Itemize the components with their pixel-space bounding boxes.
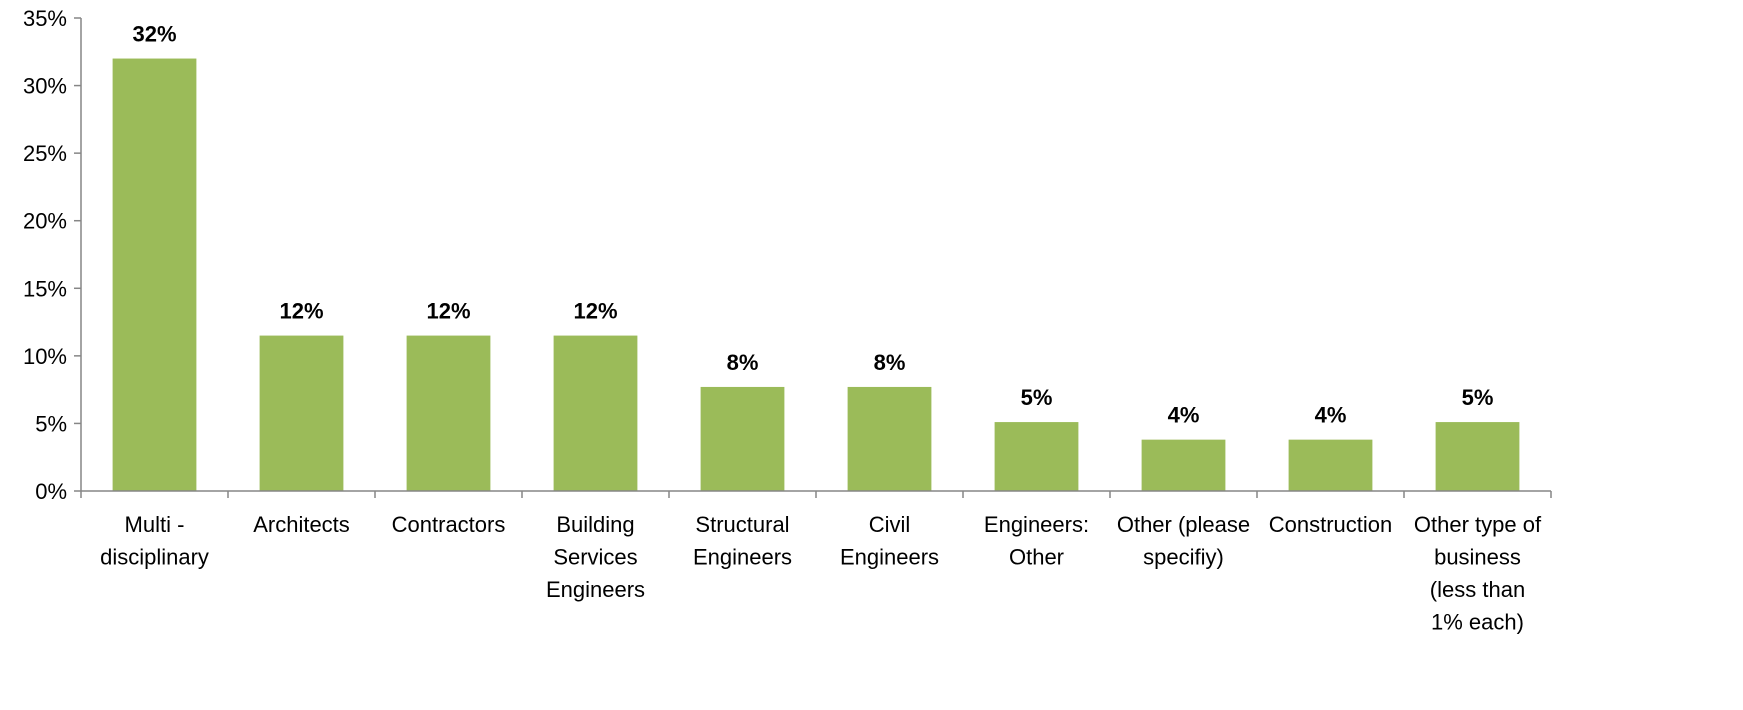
x-tick-label-line: Engineers:	[984, 512, 1089, 537]
bar	[112, 58, 197, 492]
x-axis: Multi - disciplinary Architects Contractors…	[80, 490, 1552, 635]
y-tick-label: 35%	[23, 6, 67, 31]
x-tick-label: Civil Engineers	[840, 512, 939, 570]
x-tick-label: Architects	[253, 512, 350, 537]
bar	[1288, 439, 1373, 491]
bar	[1435, 422, 1520, 491]
x-tick-label: Engineers: Other	[984, 512, 1089, 570]
x-tick-label-line: Engineers	[840, 545, 939, 570]
x-tick-label-line: 1% each)	[1431, 610, 1524, 635]
y-tick-label: 30%	[23, 74, 67, 99]
x-tick-label-line: Other (please	[1117, 512, 1250, 537]
x-tick-label-line: business	[1434, 545, 1521, 570]
y-tick-label: 15%	[23, 276, 67, 301]
x-tick-label: Structural Engineers	[693, 512, 792, 570]
x-tick-label: Building Services Engineers	[546, 512, 645, 602]
x-tick-label-line: Services	[553, 545, 637, 570]
y-axis: 0% 5% 10% 15% 20% 25% 30% 35%	[23, 6, 82, 504]
x-tick-label-line: disciplinary	[100, 545, 209, 570]
data-label: 5%	[1021, 385, 1053, 410]
data-label: 4%	[1315, 403, 1347, 428]
bar	[259, 335, 344, 491]
data-label: 8%	[727, 350, 759, 375]
data-label: 12%	[573, 299, 617, 324]
x-tick-label: Construction	[1269, 512, 1393, 537]
x-tick-label-line: Contractors	[392, 512, 506, 537]
bar	[847, 386, 932, 491]
data-label: 8%	[874, 350, 906, 375]
x-tick-label: Other (please specifiy)	[1117, 512, 1250, 570]
y-tick-label: 25%	[23, 141, 67, 166]
data-label: 4%	[1168, 403, 1200, 428]
bar	[994, 422, 1079, 491]
x-tick-label-line: Civil	[869, 512, 911, 537]
bar	[1141, 439, 1226, 491]
y-tick-label: 5%	[35, 411, 67, 436]
x-tick-label-line: (less than	[1430, 577, 1525, 602]
x-tick-label-line: Other type of	[1414, 512, 1542, 537]
data-label: 5%	[1462, 385, 1494, 410]
x-tick-label-line: Construction	[1269, 512, 1393, 537]
y-tick-label: 20%	[23, 209, 67, 234]
bars: 32% 12% 12% 12% 8% 8% 5% 4% 4% 5%	[112, 22, 1520, 492]
x-tick-label-line: Building	[556, 512, 634, 537]
bar	[553, 335, 638, 491]
x-tick-label-line: Multi -	[125, 512, 185, 537]
bar	[700, 386, 785, 491]
y-tick-label: 0%	[35, 479, 67, 504]
x-tick-label-line: specifiy)	[1143, 545, 1224, 570]
x-tick-label-line: Other	[1009, 545, 1064, 570]
x-tick-label-line: Engineers	[546, 577, 645, 602]
data-label: 12%	[426, 299, 470, 324]
x-tick-label-line: Engineers	[693, 545, 792, 570]
data-label: 32%	[132, 22, 176, 47]
y-tick-label: 10%	[23, 344, 67, 369]
x-tick-label: Other type of business (less than 1% each)	[1414, 512, 1542, 635]
data-label: 12%	[279, 299, 323, 324]
bar	[406, 335, 491, 491]
x-tick-label-line: Architects	[253, 512, 350, 537]
x-tick-label: Multi - disciplinary	[100, 512, 209, 570]
x-tick-label-line: Structural	[695, 512, 789, 537]
x-tick-label: Contractors	[392, 512, 506, 537]
